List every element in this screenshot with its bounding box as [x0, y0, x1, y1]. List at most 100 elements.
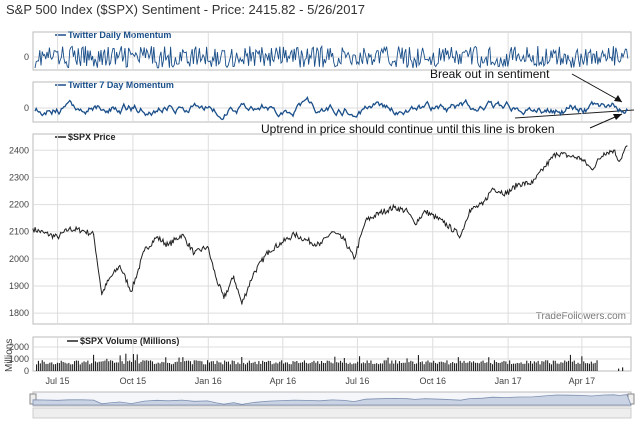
y-tick-label: 2000	[9, 254, 29, 264]
volume-bar	[588, 363, 590, 371]
volume-bar	[157, 362, 159, 371]
volume-bar	[448, 364, 450, 371]
price-data-point	[233, 275, 235, 278]
price-data-point	[81, 229, 83, 231]
volume-y-tick-label: 0	[24, 366, 29, 376]
volume-bar	[417, 355, 419, 371]
daily-momentum-panel	[32, 31, 632, 71]
scrollbar[interactable]	[32, 407, 632, 419]
volume-bar	[459, 360, 461, 371]
volume-bar	[307, 363, 309, 371]
volume-bar	[189, 361, 191, 371]
volume-bar	[398, 361, 400, 371]
volume-bar	[191, 364, 193, 371]
volume-bar	[571, 361, 573, 371]
volume-bar	[558, 363, 560, 371]
volume-bar	[522, 363, 524, 371]
volume-bar	[121, 361, 123, 371]
price-data-point	[626, 145, 628, 147]
volume-bar	[537, 360, 539, 371]
volume-bar	[180, 361, 182, 371]
volume-bar	[286, 362, 288, 371]
volume-bar	[429, 362, 431, 371]
volume-bar	[463, 360, 465, 371]
volume-bar	[193, 360, 195, 371]
volume-bar	[216, 360, 218, 371]
volume-bar	[159, 363, 161, 371]
volume-bar	[465, 362, 467, 371]
volume-bar	[264, 361, 266, 371]
volume-bar	[79, 364, 81, 371]
volume-bar	[96, 362, 98, 371]
volume-bar	[334, 356, 336, 371]
volume-bar	[596, 360, 598, 371]
volume-bar	[526, 360, 528, 371]
volume-y-tick-label: 2000	[9, 342, 29, 352]
annotation-uptrend: Uptrend in price should continue until t…	[261, 122, 555, 136]
price-data-point	[101, 293, 103, 295]
volume-bar	[507, 363, 509, 371]
volume-bar	[125, 353, 127, 371]
volume-bar	[227, 361, 229, 371]
volume-bar	[533, 361, 535, 371]
volume-bar	[182, 357, 184, 371]
volume-bar	[341, 362, 343, 371]
volume-bar	[298, 363, 300, 371]
volume-bar	[275, 362, 277, 371]
volume-bar	[113, 362, 115, 371]
volume-bar	[170, 364, 172, 371]
volume-bar	[132, 354, 134, 371]
volume-bar	[64, 362, 66, 371]
volume-bar	[416, 363, 418, 371]
volume-bar	[505, 361, 507, 371]
price-data-point	[167, 244, 169, 246]
volume-bar	[294, 361, 296, 371]
volume-bar	[250, 363, 252, 371]
volume-bar	[91, 363, 93, 371]
volume-bar	[543, 361, 545, 371]
volume-bar	[72, 364, 74, 371]
volume-bar	[433, 360, 435, 371]
volume-bar	[112, 360, 114, 371]
volume-bar	[435, 362, 437, 371]
volume-bar	[562, 362, 564, 371]
volume-bar	[381, 363, 383, 371]
volume-bar	[503, 360, 505, 371]
annotation-breakout: Break out in sentiment	[430, 67, 550, 81]
volume-panel	[32, 336, 632, 372]
volume-bar	[359, 356, 361, 371]
volume-bar	[474, 362, 476, 371]
volume-bar	[520, 362, 522, 371]
volume-bar	[53, 364, 55, 371]
volume-bar	[43, 361, 45, 371]
price-series-line	[32, 145, 628, 306]
volume-bar	[292, 361, 294, 371]
volume-bar	[106, 358, 108, 371]
y-tick-label: 1800	[9, 308, 29, 318]
volume-bar	[419, 362, 421, 371]
volume-bar	[568, 360, 570, 371]
volume-ylabel: Millions	[4, 339, 15, 372]
volume-bar	[163, 362, 165, 371]
price-data-point	[491, 187, 494, 189]
y-tick-label: 2400	[9, 145, 29, 155]
volume-bar	[471, 362, 473, 371]
volume-bar	[414, 363, 416, 371]
volume-bar	[326, 360, 328, 371]
volume-bar	[345, 362, 347, 371]
volume-bar	[484, 362, 486, 371]
navigator-series	[32, 394, 632, 406]
price-data-point	[353, 258, 355, 260]
volume-bar	[146, 360, 148, 371]
volume-bar	[245, 364, 247, 371]
volume-bar	[281, 360, 283, 371]
volume-bar	[328, 360, 330, 371]
volume-y-tick-label: 1000	[9, 354, 29, 364]
volume-bar	[254, 361, 256, 371]
volume-bar	[332, 363, 334, 371]
volume-bar	[94, 361, 96, 371]
volume-bar	[368, 362, 370, 371]
volume-bar	[440, 361, 442, 371]
volume-bar	[452, 362, 454, 371]
volume-bar	[378, 364, 380, 371]
